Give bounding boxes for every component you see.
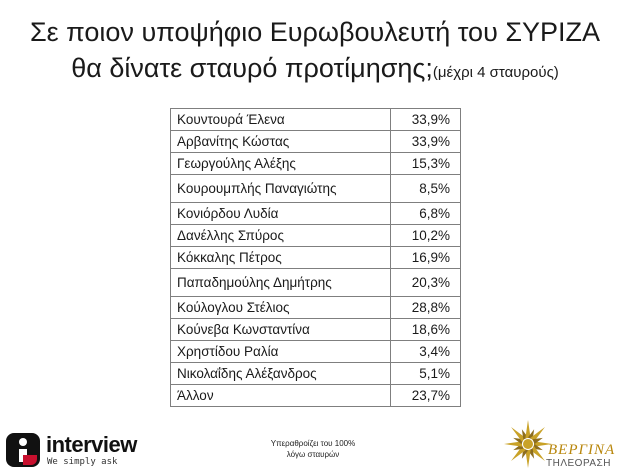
interview-logo-word: interview	[46, 432, 137, 457]
candidate-percentage: 16,9%	[390, 246, 461, 269]
title-line-1: Σε ποιον υποψήφιο Ευρωβουλευτή του ΣΥΡΙΖ…	[29, 17, 601, 47]
sun-ray	[532, 437, 543, 445]
candidate-percentage: 18,6%	[390, 318, 461, 341]
vergina-logo-word: ΒΕΡΓΙΝΑ	[548, 442, 616, 458]
slide-title: Σε ποιον υποψήφιο Ευρωβουλευτή του ΣΥΡΙΖ…	[0, 14, 630, 91]
sun-ray	[525, 450, 531, 468]
candidate-percentage: 23,7%	[390, 384, 461, 407]
candidate-percentage: 8,5%	[390, 174, 461, 203]
title-line-2: θα δίνατε σταυρό προτίμησης;(μέχρι 4 στα…	[0, 50, 630, 91]
table-row: Κουντουρά Έλενα 33,9%	[170, 108, 461, 131]
candidate-name: Νικολαΐδης Αλέξανδρος	[170, 362, 391, 385]
candidate-name: Αρβανίτης Κώστας	[170, 130, 391, 153]
interview-i-icon	[6, 433, 40, 467]
sun-ray	[511, 446, 526, 461]
table-row: Αρβανίτης Κώστας 33,9%	[170, 130, 461, 153]
interview-logo: interview We simply ask	[6, 432, 146, 471]
candidate-percentage: 15,3%	[390, 152, 461, 175]
table-row: Νικολαΐδης Αλέξανδρος 5,1%	[170, 362, 461, 385]
table-row: Κούλογλου Στέλιος 28,8%	[170, 296, 461, 319]
sun-ray	[525, 420, 531, 438]
vergina-sun-icon	[504, 420, 552, 468]
candidate-name: Κόκκαλης Πέτρος	[170, 246, 391, 269]
table-row: Παπαδημούλης Δημήτρης 20,3%	[170, 268, 461, 297]
table-row: Κονιόρδου Λυδία 6,8%	[170, 202, 461, 225]
table-row: Άλλον 23,7%	[170, 384, 461, 407]
table-row: Γεωργούλης Αλέξης 15,3%	[170, 152, 461, 175]
footnote-line-2: λόγω σταυρών	[286, 450, 340, 459]
candidate-name: Κουρουμπλής Παναγιώτης	[170, 174, 391, 203]
candidate-percentage: 33,9%	[390, 130, 461, 153]
table-row: Δανέλλης Σπύρος 10,2%	[170, 224, 461, 247]
sun-ray	[530, 427, 545, 442]
interview-logo-tagline: We simply ask	[47, 457, 118, 467]
table-row: Κόκκαλης Πέτρος 16,9%	[170, 246, 461, 269]
candidate-name: Παπαδημούλης Δημήτρης	[170, 268, 391, 297]
candidate-percentage: 20,3%	[390, 268, 461, 297]
candidate-name: Δανέλλης Σπύρος	[170, 224, 391, 247]
table-row: Κούνεβα Κωνσταντίνα 18,6%	[170, 318, 461, 341]
footnote-line-1: Υπεραθροίζει του 100%	[270, 439, 356, 448]
i-dot	[19, 438, 27, 446]
table-row: Χρηστίδου Ραλία 3,4%	[170, 340, 461, 363]
vergina-logo-subtitle: ΤΗΛΕΟΡΑΣΗ	[546, 458, 611, 469]
candidate-percentage: 3,4%	[390, 340, 461, 363]
candidate-name: Γεωργούλης Αλέξης	[170, 152, 391, 175]
candidate-percentage: 28,8%	[390, 296, 461, 319]
candidate-name: Κονιόρδου Λυδία	[170, 202, 391, 225]
title-line-2-main: θα δίνατε σταυρό προτίμησης;	[71, 53, 433, 83]
candidate-name: Κούλογλου Στέλιος	[170, 296, 391, 319]
candidate-name: Κουντουρά Έλενα	[170, 108, 391, 131]
table-row: Κουρουμπλής Παναγιώτης 8,5%	[170, 174, 461, 203]
results-table: Κουντουρά Έλενα 33,9% Αρβανίτης Κώστας 33,9…	[170, 108, 461, 407]
results-table-body: Κουντουρά Έλενα 33,9% Αρβανίτης Κώστας 33,9…	[170, 108, 461, 407]
sun-ray	[504, 441, 522, 447]
vergina-tv-logo: ΒΕΡΓΙΝΑ ΤΗΛΕΟΡΑΣΗ	[502, 404, 626, 470]
sun-ray	[530, 446, 545, 461]
footnote: Υπεραθροίζει του 100% λόγω σταυρών	[238, 438, 388, 460]
title-line-2-note: (μέχρι 4 σταυρούς)	[432, 64, 559, 81]
candidate-percentage: 10,2%	[390, 224, 461, 247]
candidate-percentage: 6,8%	[390, 202, 461, 225]
sun-ray	[511, 427, 526, 442]
sun-ray	[534, 441, 552, 447]
candidate-percentage: 33,9%	[390, 108, 461, 131]
i-accent	[23, 455, 37, 465]
candidate-percentage: 5,1%	[390, 362, 461, 385]
candidate-name: Άλλον	[170, 384, 391, 407]
candidate-name: Κούνεβα Κωνσταντίνα	[170, 318, 391, 341]
candidate-name: Χρηστίδου Ραλία	[170, 340, 391, 363]
